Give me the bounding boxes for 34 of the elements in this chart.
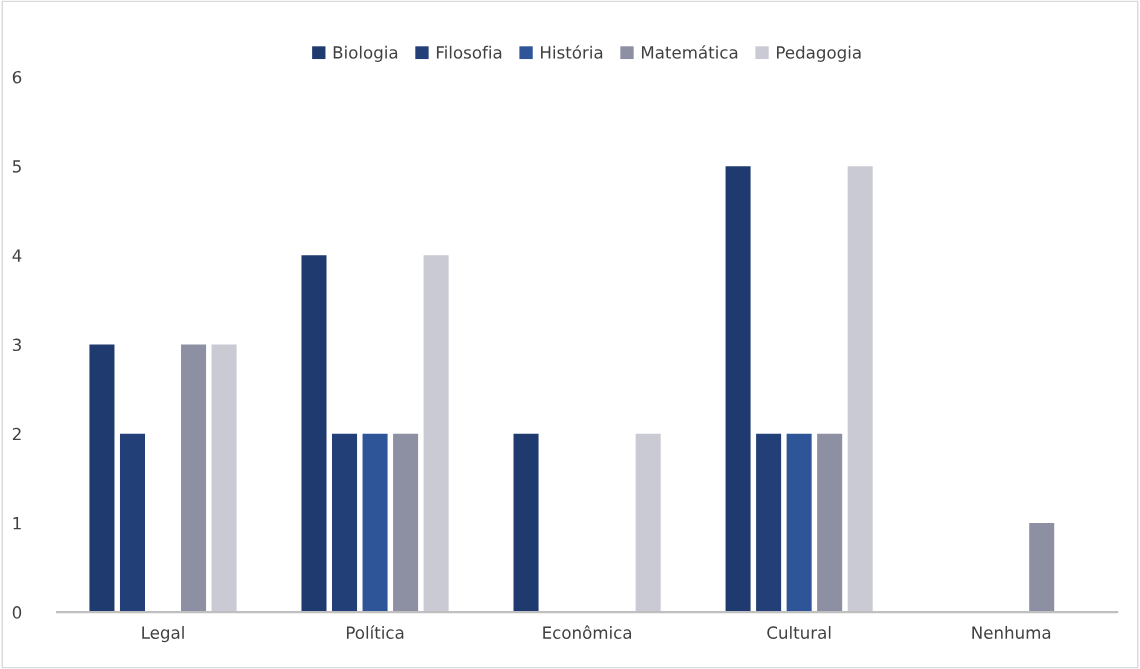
bar	[362, 433, 388, 613]
bar	[119, 433, 146, 613]
legend-label: Biologia	[333, 45, 398, 62]
y-tick-label: 4	[12, 249, 22, 262]
bar	[725, 166, 751, 613]
bar	[786, 433, 812, 613]
bar	[513, 433, 539, 613]
x-tick-label: Econômica	[543, 625, 632, 639]
x-tick-label: Cultural	[767, 626, 831, 639]
legend-label: Matemática	[641, 45, 738, 59]
bar	[393, 433, 419, 613]
bar	[301, 255, 327, 613]
bar	[423, 255, 449, 613]
bar	[817, 433, 843, 613]
y-tick-label: 5	[12, 160, 21, 173]
legend-label: História	[541, 45, 603, 59]
y-tick-label: 2	[12, 427, 21, 441]
x-tick-label: Nenhuma	[972, 626, 1051, 639]
y-tick-label: 6	[12, 70, 22, 84]
x-tick-label: Legal	[142, 626, 184, 643]
bar	[756, 433, 782, 613]
bar	[181, 344, 207, 613]
y-tick-label: 3	[12, 338, 21, 352]
bar	[847, 166, 873, 613]
legend-label: Pedagogia	[777, 45, 861, 62]
y-tick-label: 0	[12, 606, 22, 619]
x-tick-label: Política	[346, 625, 404, 639]
bar	[1029, 522, 1055, 613]
y-tick-label: 1	[13, 517, 21, 530]
bar	[332, 433, 358, 613]
legend-label: Filosofia	[436, 45, 502, 59]
bar	[211, 344, 237, 613]
bar	[89, 344, 115, 613]
bar	[635, 433, 661, 613]
